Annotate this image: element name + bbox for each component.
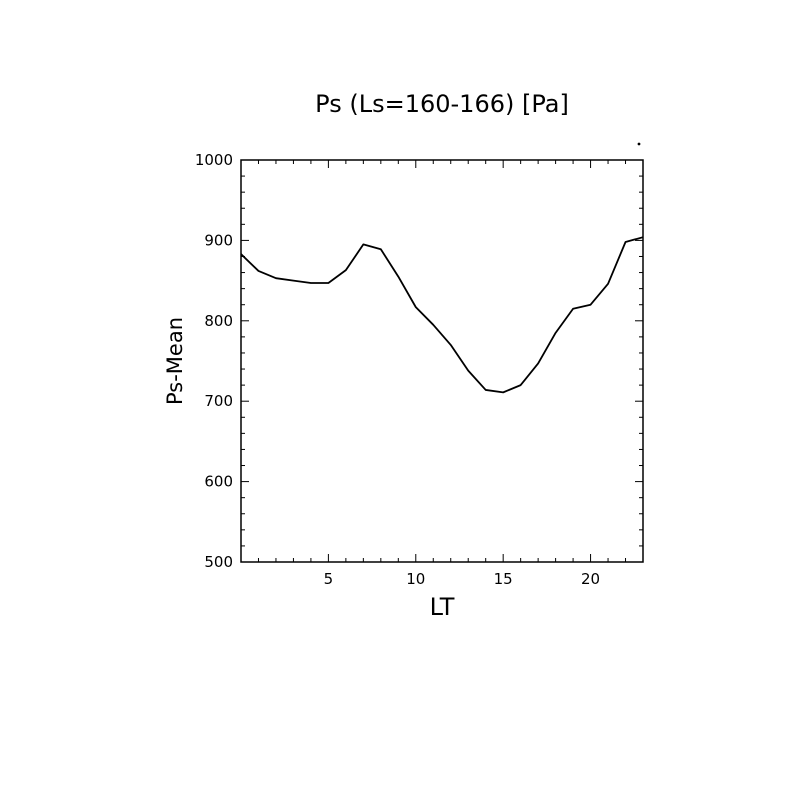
x-tick-label: 15 [494,570,513,588]
x-tick-label: 5 [324,570,334,588]
y-axis-label: Ps-Mean [163,317,187,405]
y-tick-label: 500 [204,553,233,571]
chart-title: Ps (Ls=160-166) [Pa] [315,90,569,118]
y-tick-label: 900 [204,231,233,249]
y-tick-label: 800 [204,312,233,330]
x-tick-label: 20 [581,570,600,588]
x-axis-label: LT [430,593,455,621]
x-tick-label: 10 [406,570,425,588]
y-tick-label: 600 [204,473,233,491]
y-tick-label: 1000 [195,151,233,169]
corner-dot [638,143,641,146]
y-tick-label: 700 [204,392,233,410]
